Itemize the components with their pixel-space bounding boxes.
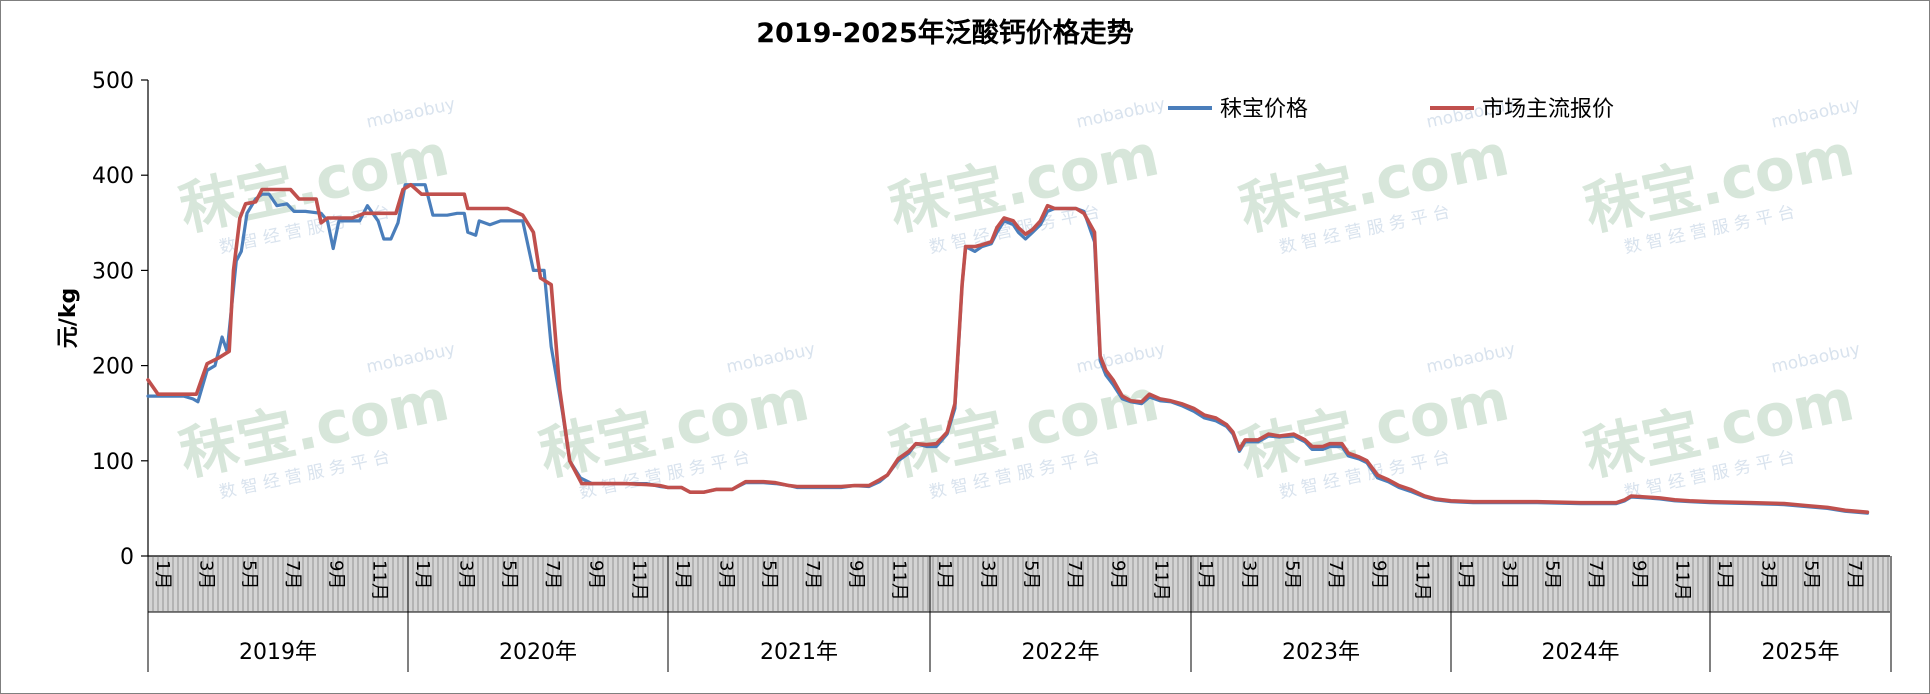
x-month-label: 7月 [1585,560,1606,589]
x-month-label: 11月 [369,560,390,601]
x-year-label: 2025年 [1762,640,1840,665]
y-tick-label: 500 [92,69,134,94]
y-tick-label: 200 [92,355,134,380]
x-month-label: 7月 [802,560,823,589]
x-year-label: 2024年 [1542,640,1620,665]
x-month-label: 3月 [715,560,736,589]
y-tick-label: 400 [92,164,134,189]
x-month-label: 5月 [1282,560,1303,589]
x-month-label: 5月 [759,560,780,589]
x-year-label: 2021年 [760,640,838,665]
x-year-label: 2022年 [1022,640,1100,665]
x-year-label: 2019年 [239,640,317,665]
x-month-label: 7月 [282,560,303,589]
x-month-label: 3月 [1238,560,1259,589]
x-month-label: 7月 [1064,560,1085,589]
legend: 秣宝价格 市场主流报价 [1168,97,1614,122]
x-month-label: 1月 [412,560,433,589]
x-month-label: 3月 [1498,560,1519,589]
x-month-label: 11月 [889,560,910,601]
x-month-label: 1月 [152,560,173,589]
y-axis-title: 元/kg [56,288,81,348]
x-year-label: 2020年 [499,640,577,665]
x-month-label: 11月 [629,560,650,601]
x-month-label: 9月 [1628,560,1649,589]
x-month-label: 3月 [455,560,476,589]
x-month-label: 1月 [1714,560,1735,589]
x-month-label: 3月 [195,560,216,589]
y-tick-label: 100 [92,450,134,475]
x-month-label: 11月 [1672,560,1693,601]
x-month-label: 1月 [1455,560,1476,589]
y-tick-label: 0 [120,545,134,570]
y-tick-label: 300 [92,259,134,284]
x-month-label: 5月 [499,560,520,589]
chart-title: 2019-2025年泛酸钙价格走势 [756,17,1134,49]
series-layer [146,182,1870,515]
legend-label-market: 市场主流报价 [1482,97,1614,122]
x-axis: 1月 3月 5月 7月 9月 11月 1月 3月 5月 7月 9月 11月 1月 3月 5月 7月 9月 11月 1… [147,555,1892,672]
x-month-label: 11月 [1412,560,1433,601]
x-month-label: 1月 [672,560,693,589]
x-month-label: 7月 [1844,560,1865,589]
x-month-label: 5月 [1542,560,1563,589]
x-month-label: 9月 [325,560,346,589]
legend-label-mobao: 秣宝价格 [1220,97,1308,122]
x-month-label: 5月 [1801,560,1822,589]
x-month-label: 1月 [934,560,955,589]
watermark-layer: 秣宝.commobaobuy数 智 经 营 服 务 平 台秣宝.commobao… [174,94,1862,503]
y-axis: 500 400 300 200 100 0 [92,69,149,570]
x-month-label: 3月 [1757,560,1778,589]
x-month-label: 9月 [585,560,606,589]
x-axis-week-band [148,556,1890,612]
x-month-label: 11月 [1151,560,1172,601]
x-month-label: 5月 [1021,560,1042,589]
x-month-label: 5月 [239,560,260,589]
x-month-label: 1月 [1195,560,1216,589]
x-month-label: 7月 [542,560,563,589]
x-month-label: 9月 [845,560,866,589]
x-month-label: 7月 [1325,560,1346,589]
x-month-label: 3月 [977,560,998,589]
x-month-label: 9月 [1368,560,1389,589]
x-year-label: 2023年 [1282,640,1360,665]
series-line-market [146,182,1870,514]
x-month-label: 9月 [1107,560,1128,589]
